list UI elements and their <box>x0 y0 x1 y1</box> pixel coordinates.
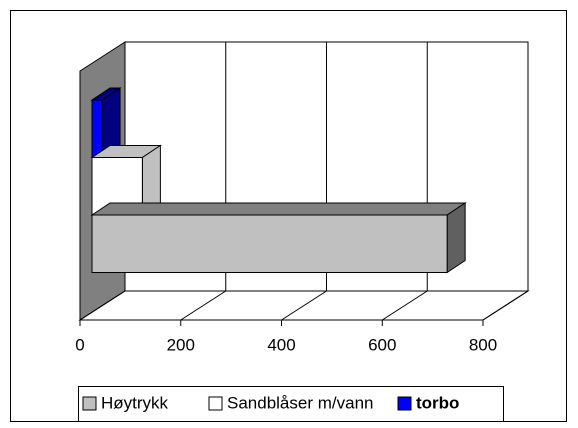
x-tick-label: 800 <box>469 335 497 354</box>
bar-side <box>446 202 466 274</box>
legend-label: torbo <box>416 393 459 412</box>
x-tick-label: 600 <box>368 335 396 354</box>
legend-swatch <box>397 396 412 411</box>
legend-items: Høytrykk Sandblåser m/vann torbo <box>82 393 459 412</box>
bar <box>90 202 467 274</box>
plot-area: 0 200 400 600 800 <box>75 41 530 354</box>
floor-line <box>381 290 428 321</box>
floor-line <box>482 290 529 321</box>
bar-top <box>90 202 467 216</box>
legend-swatch <box>208 396 223 411</box>
x-tick-label: 400 <box>267 335 295 354</box>
floor-line <box>180 290 227 321</box>
x-tick-label: 200 <box>167 335 195 354</box>
floor-line <box>79 290 126 321</box>
legend-label: Sandblåser m/vann <box>227 393 373 412</box>
bar-front <box>91 214 448 273</box>
legend-swatch <box>82 396 97 411</box>
x-tick-label: 0 <box>75 335 84 354</box>
bar-front <box>91 99 103 158</box>
floor-line <box>281 290 327 321</box>
bar <box>90 144 163 216</box>
legend-label: Høytrykk <box>101 393 169 412</box>
legend <box>78 386 504 422</box>
